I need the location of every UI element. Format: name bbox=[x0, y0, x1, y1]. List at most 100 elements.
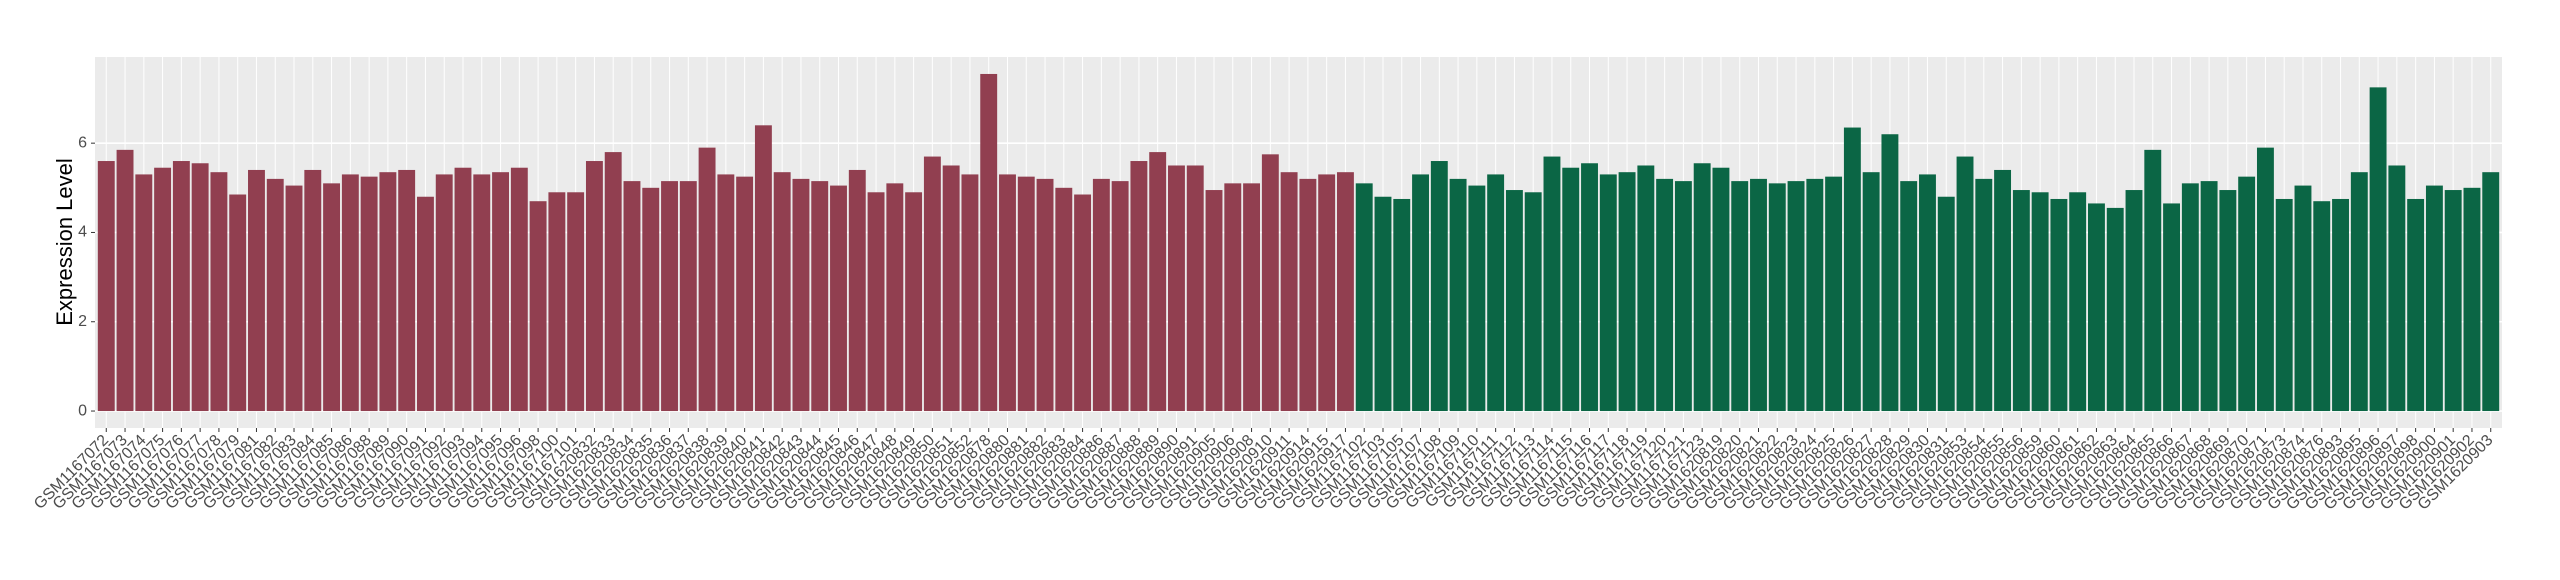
bar bbox=[830, 185, 847, 412]
bar bbox=[2012, 190, 2030, 412]
bar bbox=[1280, 172, 1298, 412]
bar bbox=[1299, 178, 1317, 412]
bar bbox=[1693, 163, 1711, 412]
bar bbox=[1843, 127, 1861, 412]
bar bbox=[2050, 198, 2068, 412]
bar bbox=[1149, 152, 1167, 412]
bar bbox=[1036, 178, 1054, 412]
bar bbox=[1937, 196, 1955, 412]
bar bbox=[1168, 165, 1185, 412]
bar bbox=[1336, 172, 1354, 412]
bar bbox=[1881, 134, 1899, 412]
bar bbox=[97, 161, 115, 412]
bar bbox=[2275, 198, 2293, 412]
bar bbox=[792, 178, 810, 412]
bar bbox=[980, 73, 998, 412]
bar bbox=[304, 169, 322, 412]
bar bbox=[867, 192, 885, 412]
bar bbox=[2313, 201, 2331, 412]
y-tick-label: 2 bbox=[78, 313, 87, 330]
bar bbox=[2200, 181, 2218, 412]
bar bbox=[1318, 174, 1336, 412]
bar bbox=[1449, 178, 1467, 412]
bar bbox=[1919, 174, 1936, 412]
bar bbox=[1581, 163, 1598, 412]
bar bbox=[510, 167, 528, 412]
bar bbox=[2031, 192, 2049, 412]
y-tick-label: 0 bbox=[78, 402, 87, 419]
bar bbox=[2219, 190, 2237, 412]
bar bbox=[1374, 196, 1392, 412]
bar bbox=[492, 172, 509, 412]
bar bbox=[961, 174, 979, 412]
bar bbox=[341, 174, 359, 412]
bar bbox=[1524, 192, 1542, 412]
bar bbox=[1261, 154, 1279, 412]
bar bbox=[773, 172, 791, 412]
bar bbox=[2294, 185, 2312, 412]
bar bbox=[548, 192, 566, 412]
bar bbox=[1956, 156, 1974, 412]
bar bbox=[1731, 181, 1749, 412]
bar bbox=[229, 194, 247, 412]
bar bbox=[379, 172, 397, 412]
bar bbox=[2407, 198, 2425, 412]
bar bbox=[1393, 198, 1411, 412]
bar bbox=[154, 167, 172, 412]
bar bbox=[1186, 165, 1204, 412]
bar bbox=[473, 174, 491, 412]
bar bbox=[416, 196, 434, 412]
bar bbox=[661, 181, 678, 412]
bar bbox=[2163, 203, 2181, 412]
bar bbox=[1750, 178, 1767, 412]
bar bbox=[1505, 190, 1523, 412]
bar bbox=[1618, 172, 1636, 412]
bar bbox=[1900, 181, 1918, 412]
bar bbox=[1787, 181, 1805, 412]
bar bbox=[717, 174, 735, 412]
y-tick-label: 6 bbox=[78, 134, 87, 151]
bar bbox=[1092, 178, 1110, 412]
bar bbox=[1599, 174, 1617, 412]
bar bbox=[529, 201, 547, 412]
bar bbox=[1975, 178, 1993, 412]
bar bbox=[398, 169, 416, 412]
bar bbox=[1055, 187, 1073, 412]
bar bbox=[2388, 165, 2406, 412]
bar bbox=[848, 169, 866, 412]
y-axis-title: Expression Level bbox=[52, 158, 77, 326]
bar bbox=[2369, 87, 2387, 412]
bar bbox=[1487, 174, 1505, 412]
bar bbox=[811, 181, 829, 412]
bar bbox=[266, 178, 284, 412]
bar bbox=[1994, 169, 2012, 412]
bar bbox=[1712, 167, 1730, 412]
bar bbox=[1637, 165, 1655, 412]
bar bbox=[1543, 156, 1561, 412]
bar bbox=[116, 149, 134, 412]
bar bbox=[248, 169, 265, 412]
bar bbox=[754, 125, 772, 412]
bar bbox=[736, 176, 754, 412]
bar bbox=[285, 185, 303, 412]
bar bbox=[1224, 183, 1242, 412]
bar bbox=[679, 181, 697, 412]
bar bbox=[999, 174, 1016, 412]
bar bbox=[1825, 176, 1843, 412]
bar bbox=[2069, 192, 2087, 412]
bar bbox=[1562, 167, 1580, 412]
bar bbox=[1862, 172, 1880, 412]
bar bbox=[2256, 147, 2274, 412]
bar bbox=[1017, 176, 1035, 412]
bar bbox=[360, 176, 378, 412]
bar bbox=[210, 172, 228, 412]
bar bbox=[1412, 174, 1429, 412]
bar bbox=[2238, 176, 2256, 412]
bar bbox=[923, 156, 941, 412]
bar bbox=[135, 174, 153, 412]
bar bbox=[1111, 181, 1129, 412]
y-tick-label: 4 bbox=[78, 224, 87, 241]
bar bbox=[604, 152, 622, 412]
bar bbox=[2088, 203, 2105, 412]
